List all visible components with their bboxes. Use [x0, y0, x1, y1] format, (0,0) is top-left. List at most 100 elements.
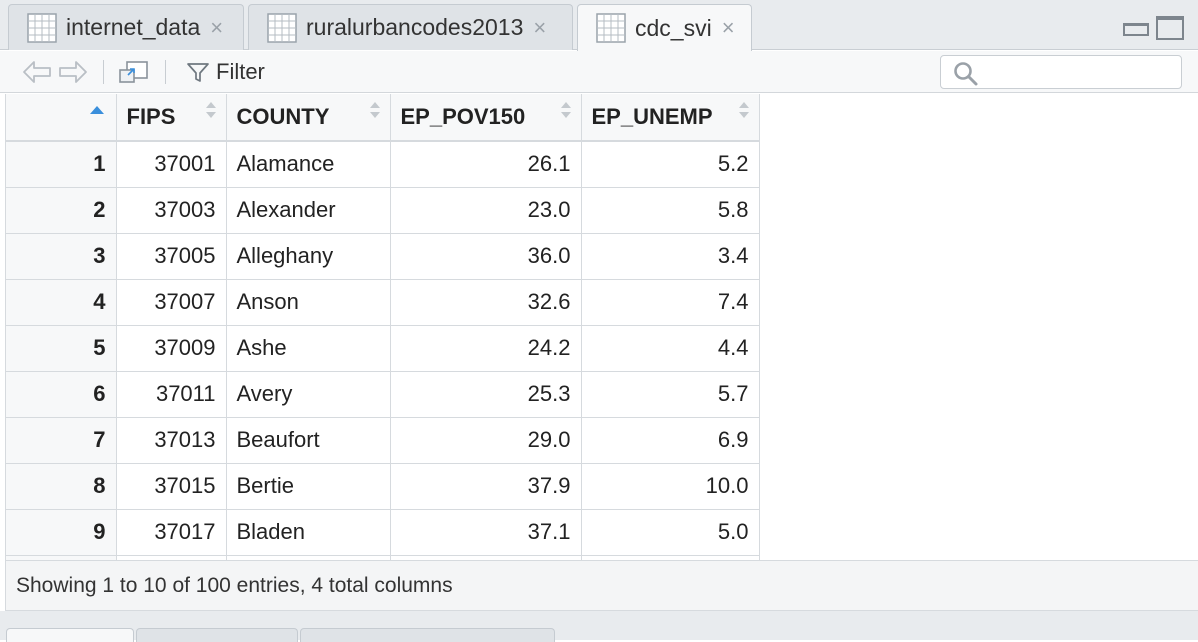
cell-fips: 37005 — [116, 233, 227, 280]
toolbar-divider — [165, 60, 166, 84]
cell-ep-pov150: 37.9 — [390, 463, 582, 510]
cell-ep-pov150: 24.2 — [390, 325, 582, 372]
filter-label: Filter — [216, 59, 265, 84]
tab-ruralurbancodes2013[interactable]: ruralurbancodes2013 × — [248, 4, 573, 50]
close-icon[interactable]: × — [210, 14, 224, 40]
search-input[interactable] — [940, 55, 1182, 89]
column-header-county[interactable]: COUNTY — [226, 94, 391, 142]
cell-county: Ashe — [226, 325, 391, 372]
table-row-partial[interactable] — [6, 555, 760, 560]
cell-county: Alleghany — [226, 233, 391, 280]
table-row[interactable]: 8 37015 Bertie 37.9 10.0 — [6, 463, 760, 510]
table-row[interactable]: 4 37007 Anson 32.6 7.4 — [6, 279, 760, 326]
cell-ep-unemp: 4.4 — [581, 325, 760, 372]
column-label: FIPS — [126, 104, 176, 129]
cell-ep-unemp: 5.8 — [581, 187, 760, 234]
row-number: 9 — [6, 509, 117, 556]
forward-button[interactable] — [58, 51, 88, 93]
cell-ep-unemp: 5.0 — [581, 509, 760, 556]
cell-fips — [116, 555, 227, 560]
cell-fips: 37009 — [116, 325, 227, 372]
cell-county: Bertie — [226, 463, 391, 510]
back-button[interactable] — [22, 51, 52, 93]
toolbar-divider — [103, 60, 104, 84]
table-row[interactable]: 5 37009 Ashe 24.2 4.4 — [6, 325, 760, 372]
tab-label: internet_data — [66, 14, 201, 40]
grid-icon — [27, 12, 57, 43]
column-header-fips[interactable]: FIPS — [116, 94, 227, 142]
column-label: COUNTY — [236, 104, 330, 129]
cell-ep-unemp: 6.9 — [581, 417, 760, 464]
tab-label: ruralurbancodes2013 — [306, 14, 524, 40]
cell-fips: 37017 — [116, 509, 227, 556]
status-bar: Showing 1 to 10 of 100 entries, 4 total … — [5, 560, 1198, 611]
tab-cdc-svi[interactable]: cdc_svi × — [577, 4, 752, 51]
cell-fips: 37015 — [116, 463, 227, 510]
cell-fips: 37011 — [116, 371, 227, 418]
cell-fips: 37001 — [116, 141, 227, 188]
cell-ep-pov150: 37.1 — [390, 509, 582, 556]
bottom-tab[interactable] — [6, 628, 134, 642]
bottom-tab[interactable] — [136, 628, 298, 642]
search-icon — [954, 62, 978, 86]
toolbar: Filter — [0, 51, 1198, 93]
row-number: 1 — [6, 141, 117, 188]
row-number: 2 — [6, 187, 117, 234]
row-number: 4 — [6, 279, 117, 326]
cell-ep-pov150: 32.6 — [390, 279, 582, 326]
close-icon[interactable]: × — [721, 15, 735, 40]
cell-ep-unemp: 7.4 — [581, 279, 760, 326]
cell-ep-unemp: 5.2 — [581, 141, 760, 188]
filter-button[interactable]: Filter — [186, 51, 265, 93]
tab-bar: internet_data × ruralurbancodes2013 × cd… — [0, 0, 1198, 51]
bottom-pane-tabbar — [0, 611, 1198, 642]
popout-button[interactable] — [118, 51, 150, 93]
table-row[interactable]: 1 37001 Alamance 26.1 5.2 — [6, 141, 760, 188]
minimize-icon[interactable] — [1122, 16, 1150, 40]
column-header-ep-unemp[interactable]: EP_UNEMP — [581, 94, 760, 142]
column-header-ep-pov150[interactable]: EP_POV150 — [390, 94, 582, 142]
bottom-tab[interactable] — [300, 628, 555, 642]
cell-ep-unemp: 5.7 — [581, 371, 760, 418]
table-row[interactable]: 6 37011 Avery 25.3 5.7 — [6, 371, 760, 418]
table-row[interactable]: 3 37005 Alleghany 36.0 3.4 — [6, 233, 760, 280]
maximize-icon[interactable] — [1156, 16, 1184, 40]
cell-ep-pov150: 36.0 — [390, 233, 582, 280]
sort-icon — [205, 102, 216, 124]
cell-county: Anson — [226, 279, 391, 326]
data-table: FIPS COUNTY EP_POV150 EP_UNEMP 1 37001 Ala… — [6, 94, 760, 560]
sort-icon — [738, 102, 749, 124]
cell-fips: 37007 — [116, 279, 227, 326]
sort-ascending-icon — [90, 106, 104, 114]
cell-county: Alamance — [226, 141, 391, 188]
tab-label: cdc_svi — [635, 14, 712, 41]
cell-ep-pov150: 29.0 — [390, 417, 582, 464]
table-row[interactable]: 7 37013 Beaufort 29.0 6.9 — [6, 417, 760, 464]
grid-icon — [267, 12, 297, 43]
window-controls — [1122, 16, 1184, 40]
row-number: 3 — [6, 233, 117, 280]
cell-ep-unemp — [581, 555, 760, 560]
cell-ep-unemp: 3.4 — [581, 233, 760, 280]
cell-county: Avery — [226, 371, 391, 418]
cell-ep-unemp: 10.0 — [581, 463, 760, 510]
column-label: EP_POV150 — [400, 104, 526, 129]
header-row: FIPS COUNTY EP_POV150 EP_UNEMP — [6, 94, 760, 142]
back-arrow-icon — [23, 61, 51, 83]
cell-ep-pov150: 25.3 — [390, 371, 582, 418]
cell-ep-pov150: 23.0 — [390, 187, 582, 234]
cell-county: Alexander — [226, 187, 391, 234]
cell-fips: 37013 — [116, 417, 227, 464]
table-row[interactable]: 2 37003 Alexander 23.0 5.8 — [6, 187, 760, 234]
filter-icon — [187, 63, 209, 82]
tab-internet-data[interactable]: internet_data × — [8, 4, 244, 50]
close-icon[interactable]: × — [533, 14, 547, 40]
row-number — [6, 555, 117, 560]
cell-county: Bladen — [226, 509, 391, 556]
row-number: 8 — [6, 463, 117, 510]
table-row[interactable]: 9 37017 Bladen 37.1 5.0 — [6, 509, 760, 556]
sort-icon — [560, 102, 571, 124]
cell-ep-pov150: 26.1 — [390, 141, 582, 188]
row-number-header[interactable] — [6, 94, 117, 142]
popout-icon — [119, 61, 148, 83]
